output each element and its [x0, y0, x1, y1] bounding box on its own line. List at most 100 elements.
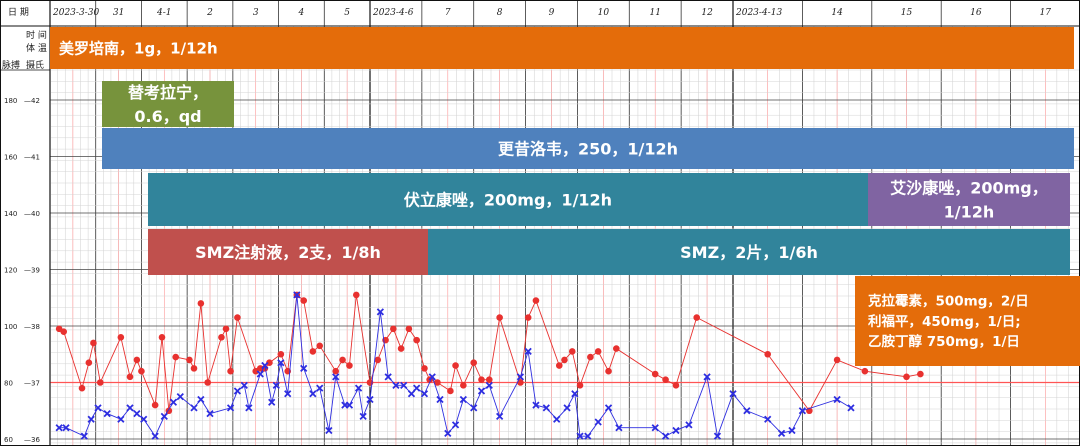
temp-tick-label: —36 [24, 436, 40, 444]
pulse-point [133, 356, 141, 364]
temp-point [284, 390, 292, 398]
temp-point [672, 426, 680, 435]
pulse-point [266, 359, 273, 367]
pulse-point [126, 373, 134, 381]
treatment-voriconazole: 伏立康唑，200mg，1/12h [148, 173, 868, 226]
temp-point [256, 370, 264, 378]
pulse-tick-label: 60 [4, 436, 13, 444]
temp-point [459, 395, 467, 404]
treatment-bars: 美罗培南，1g，1/12h 替考拉宁， 0.6，qd 更昔洛韦，250，1/12h 伏立… [50, 27, 1080, 366]
pulse-point [568, 348, 576, 355]
pulse-tick-label: 140 [4, 210, 17, 218]
pulse-point [151, 401, 159, 409]
date-label: 4-1 [156, 8, 172, 18]
pulse-tick-label: 120 [4, 267, 17, 275]
temp-point [532, 401, 540, 409]
date-label: 3 [253, 8, 259, 18]
pulse-point [561, 356, 568, 364]
pulse-point [186, 356, 193, 364]
pulse-point [78, 384, 86, 392]
temp-point [117, 415, 125, 423]
treatment-bar [50, 27, 1074, 69]
temp-point [300, 364, 308, 373]
temp-point [55, 424, 63, 432]
treatment-label: 0.6，qd [134, 107, 201, 126]
pulse-point [218, 334, 225, 341]
temp-point [62, 424, 70, 432]
date-row-label: 日 期 [8, 7, 29, 18]
temp-point [226, 404, 235, 412]
temp-point [140, 415, 148, 423]
temp-point [661, 432, 670, 440]
pulse-point [158, 334, 166, 341]
pulse-point [651, 370, 659, 378]
treatment-label: 伏立康唑，200mg，1/12h [404, 190, 612, 209]
temp-point [272, 381, 280, 389]
temp-point [524, 347, 532, 356]
temp-point [151, 432, 159, 440]
temp-point [436, 395, 444, 404]
temp-point [542, 404, 550, 412]
pulse-point [594, 348, 602, 355]
pulse-point [447, 387, 454, 395]
temp-point [651, 424, 659, 432]
temp-point [847, 404, 855, 412]
temp-point [451, 421, 460, 429]
temp-point [366, 395, 374, 404]
pulse-point [555, 362, 563, 369]
treatment-bar [102, 81, 234, 127]
treatment-smz_iv: SMZ注射液，2支，1/8h [148, 229, 428, 275]
treatment-label: 美罗培南，1g，1/12h [59, 39, 218, 57]
pulse-point [613, 345, 620, 352]
temp-point [87, 415, 95, 423]
treatment-label: 1/12h [944, 202, 995, 221]
date-label: 4 [298, 8, 305, 18]
temp-point [309, 390, 317, 398]
pulse-tick-label: 160 [4, 154, 17, 162]
temp-point [400, 381, 408, 389]
treatment-bar [428, 229, 1070, 275]
temp-tick-label: —41 [24, 154, 40, 162]
pulse-point [693, 314, 700, 321]
pulse-point [172, 353, 180, 361]
treatment-label: 艾沙康唑，200mg， [890, 178, 1048, 197]
treatment-bar [855, 276, 1080, 366]
date-label: 16 [970, 8, 982, 18]
temp-point [477, 387, 486, 395]
date-label: 17 [1040, 8, 1052, 18]
pulse-point [587, 353, 594, 361]
pulse-point [662, 376, 669, 383]
temp-point [354, 384, 363, 392]
pulse-point [190, 365, 198, 372]
treatment-bar [102, 128, 1074, 169]
temp-point [103, 409, 111, 418]
treatment-isavuconazole: 艾沙康唑，200mg， 1/12h [868, 173, 1070, 226]
temp-point [604, 404, 613, 412]
treatment-label: 克拉霉素，500mg，2/日 [868, 293, 1029, 310]
treatment-label: 更昔洛韦，250，1/12h [498, 139, 678, 158]
pulse-point [764, 350, 771, 358]
date-label: 8 [497, 8, 503, 18]
treatment-label: SMZ，2片，1/6h [680, 243, 818, 262]
temp-point [80, 432, 88, 440]
pulse-tick-label: 80 [4, 380, 13, 388]
pulse-point [346, 362, 353, 369]
temp-point [261, 361, 269, 370]
temp-point [576, 432, 584, 440]
treatment-tigecycline: 替考拉宁， 0.6，qd [102, 81, 234, 127]
pulse-point [485, 376, 493, 383]
pulse-point [60, 328, 68, 335]
temp-point [743, 407, 751, 415]
temp-point [206, 409, 214, 418]
temp-row-label: 体 温 [26, 42, 47, 54]
temp-point [277, 359, 285, 367]
temp-point [584, 432, 592, 440]
date-label: 2023-4-6 [372, 8, 414, 18]
treatment-label: 乙胺丁醇 750mg，1/日 [868, 333, 1020, 350]
pulse-point [204, 379, 212, 386]
treatment-label: 替考拉宁， [128, 83, 208, 102]
pulse-point [903, 373, 910, 381]
temp-point [392, 381, 400, 389]
temp-point [359, 412, 367, 421]
pulse-point [405, 325, 413, 333]
